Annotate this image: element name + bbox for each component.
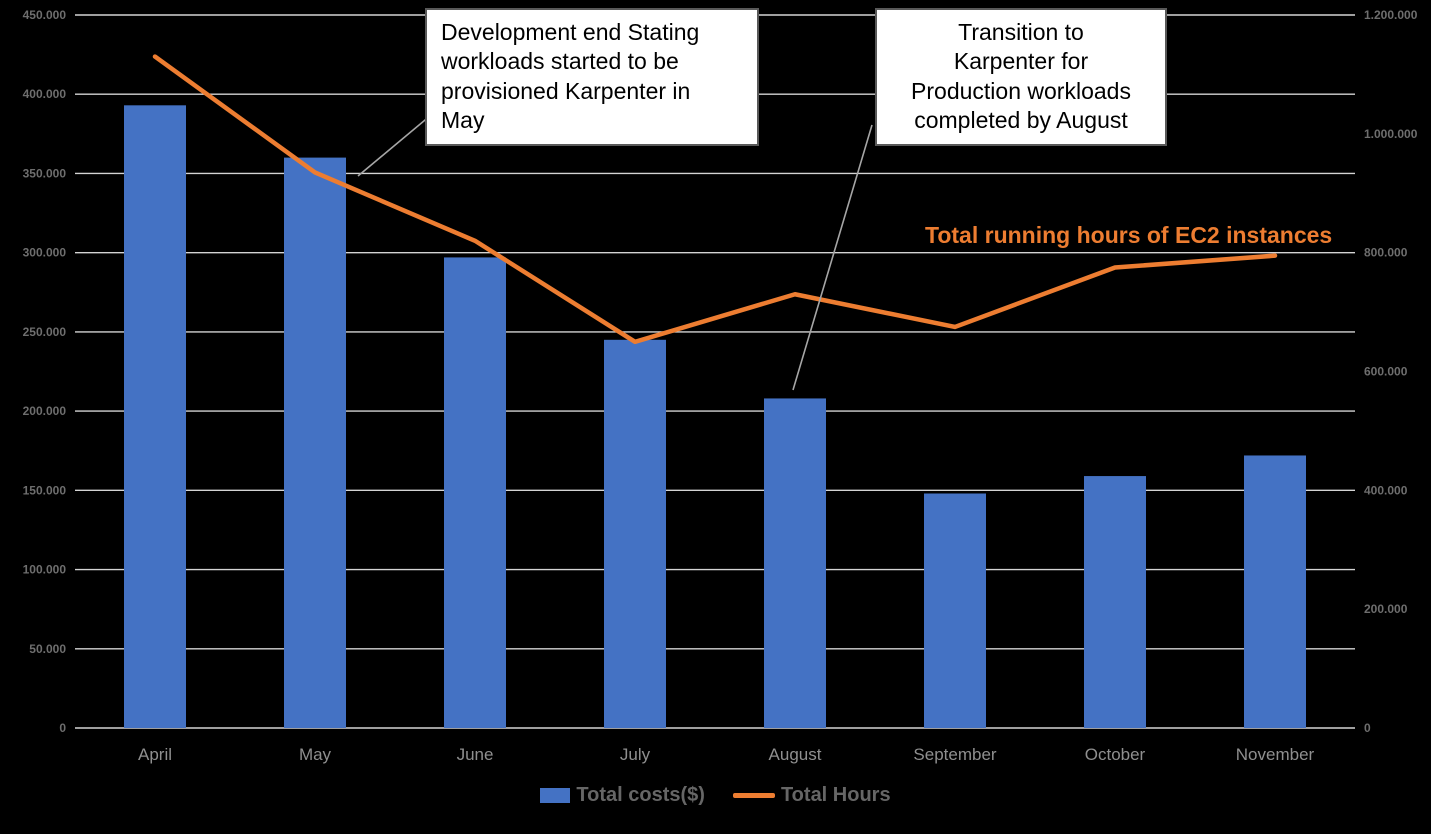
x-axis-label-november: November <box>1236 745 1315 764</box>
x-axis-label-october: October <box>1085 745 1146 764</box>
total-hours-line <box>152 54 1278 345</box>
left-axis-tick-label: 200.000 <box>23 404 67 418</box>
bar-series-swatch-icon <box>540 788 571 803</box>
bar-july <box>604 339 666 728</box>
legend-item-total-hours: Total Hours <box>732 784 891 807</box>
x-axis-label-april: April <box>138 745 172 764</box>
bar-may <box>284 157 346 729</box>
left-axis-tick-label: 100.000 <box>23 563 67 577</box>
bar-june <box>444 257 506 728</box>
legend-item-total-costs: Total costs($) <box>540 784 705 807</box>
right-axis-tick-label: 1.000.000 <box>1364 127 1418 141</box>
chart-legend: Total costs($) Total Hours <box>0 784 1431 807</box>
legend-label-total-costs: Total costs($) <box>576 784 705 806</box>
x-axis-label-august: August <box>769 745 822 764</box>
left-axis-tick-label: 150.000 <box>23 483 67 497</box>
bar-november <box>1244 455 1306 728</box>
left-axis-tick-label: 0 <box>59 721 66 735</box>
right-axis-tick-label: 1.200.000 <box>1364 8 1418 22</box>
x-axis-label-may: May <box>299 745 332 764</box>
left-axis-tick-label: 400.000 <box>23 87 67 101</box>
bar-october <box>1084 476 1146 728</box>
bar-august <box>764 398 826 728</box>
x-axis-label-september: September <box>913 745 996 764</box>
x-axis-label-july: July <box>620 745 651 764</box>
left-axis-tick-label: 50.000 <box>29 642 66 656</box>
left-axis-tick-label: 300.000 <box>23 246 67 260</box>
line-series-label: Total running hours of EC2 instances <box>925 222 1333 248</box>
right-axis-tick-label: 600.000 <box>1364 365 1408 379</box>
right-axis-tick-label: 0 <box>1364 721 1371 735</box>
right-axis-tick-label: 400.000 <box>1364 483 1408 497</box>
right-axis-tick-label: 200.000 <box>1364 602 1408 616</box>
annotation-dev-staging-karpenter: Development end Stating workloads starte… <box>425 8 759 146</box>
line-series-swatch-icon <box>732 793 775 798</box>
x-axis-label-june: June <box>457 745 494 764</box>
bar-september <box>924 493 986 728</box>
right-axis-tick-label: 800.000 <box>1364 246 1408 260</box>
callout-line-production <box>792 124 873 391</box>
annotation-production-karpenter: Transition to Karpenter for Production w… <box>875 8 1167 146</box>
left-axis-tick-label: 350.000 <box>23 166 67 180</box>
left-axis-tick-label: 250.000 <box>23 325 67 339</box>
bar-april <box>124 105 186 728</box>
left-axis-tick-label: 450.000 <box>23 8 67 22</box>
legend-label-total-hours: Total Hours <box>780 784 891 806</box>
